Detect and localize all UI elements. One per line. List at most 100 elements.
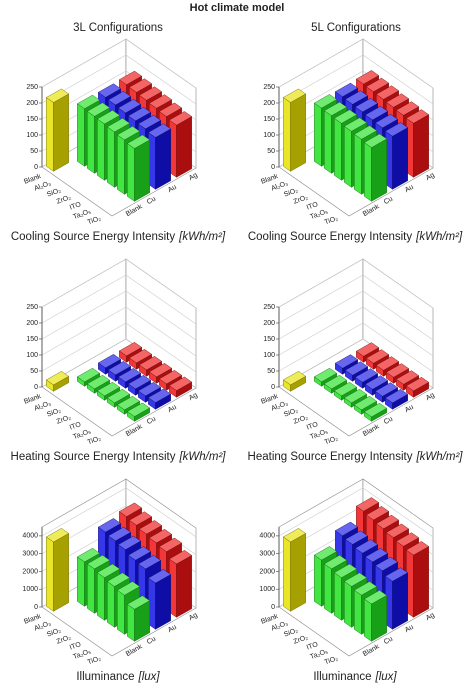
series-label: Cu [383, 416, 394, 427]
z-tick-label: 100 [26, 352, 38, 359]
bar-top [168, 550, 193, 565]
bar-top [148, 528, 173, 544]
chart-caption: Illuminance [lux] [76, 671, 160, 683]
x-tick-label: ZrO₂ [56, 414, 73, 426]
z-tick-label: 0 [271, 604, 275, 611]
bar-top [344, 530, 369, 545]
bar-top [127, 107, 152, 122]
bar-top [76, 94, 101, 109]
bar-top [343, 572, 368, 587]
bar [282, 371, 307, 392]
x-tick-label: TiO₂ [87, 215, 103, 226]
bar-top [355, 497, 380, 512]
bar [384, 122, 409, 190]
grid-line [278, 54, 434, 105]
bar-top [86, 374, 111, 390]
bar [147, 123, 172, 190]
bar-top [116, 395, 141, 411]
grid-line [41, 487, 197, 538]
bar-top [374, 382, 399, 397]
x-tick-label: ZrO₂ [293, 634, 310, 646]
bar-face [117, 134, 125, 195]
bar [405, 377, 430, 398]
bar-face [344, 125, 352, 188]
bar-top [344, 361, 369, 376]
bar-top [365, 506, 390, 521]
bar-top [375, 356, 400, 371]
bar-face [354, 133, 362, 195]
bar [45, 528, 70, 612]
bar-top [323, 101, 348, 116]
x-tick-label: ITO [69, 421, 83, 432]
x-tick-label: ZrO₂ [293, 194, 310, 206]
bar-top [137, 114, 162, 130]
bar-top [313, 367, 338, 383]
bar [405, 541, 430, 618]
bar-top [375, 85, 400, 100]
bar-face [77, 103, 85, 167]
bar-face [87, 563, 95, 614]
bar [45, 371, 70, 392]
bar-top [45, 371, 70, 386]
bar-side [290, 533, 306, 612]
z-tick-label: 150 [26, 116, 38, 123]
bar-side [176, 555, 192, 618]
bar-face [364, 142, 372, 202]
bar [168, 550, 193, 618]
z-tick-label: 250 [26, 304, 38, 311]
bar-top [168, 111, 193, 126]
bar-top [363, 133, 388, 148]
bar-top [365, 77, 390, 92]
bar [363, 590, 388, 642]
bar-face [314, 102, 322, 167]
bar-face [354, 589, 362, 635]
grid-line [278, 38, 434, 89]
bar-top [107, 526, 132, 542]
x-tick-label: ITO [306, 421, 320, 432]
bar-top [374, 556, 399, 572]
z-tick-label: 100 [26, 132, 38, 139]
caption-unit: [kWh/m²] [415, 451, 463, 463]
chart-caption: Heating Source Energy Intensity [kWh/m²] [11, 451, 227, 463]
bar-face [46, 97, 54, 172]
bar-top [96, 563, 121, 578]
bar-top [334, 354, 359, 369]
x-tick-label: SiO₂ [283, 627, 299, 639]
bar-top [323, 554, 348, 570]
bar [384, 389, 409, 410]
bar [363, 402, 388, 422]
bar [126, 595, 151, 642]
bar-top [76, 547, 101, 563]
x-tick-label: ZrO₂ [56, 634, 73, 646]
bar [363, 133, 388, 202]
grid-line [41, 505, 197, 555]
x-tick-label: ITO [306, 201, 320, 212]
bar [282, 88, 307, 172]
bar-top [76, 367, 101, 383]
bar [128, 349, 153, 370]
z-tick-label: 200 [263, 100, 275, 107]
bar-top [334, 521, 359, 536]
z-tick-label: 100 [263, 352, 275, 359]
grid-line [278, 258, 434, 309]
x-tick-label: TiO₂ [324, 655, 340, 666]
bar-top [405, 541, 430, 556]
bar-top [97, 518, 122, 533]
bar-top [117, 535, 142, 550]
bar [107, 361, 132, 382]
bar-side [371, 138, 387, 202]
bar-top [385, 93, 410, 108]
bar-top [355, 70, 380, 85]
caption-text: Illuminance [313, 671, 371, 683]
bar-face [77, 556, 85, 607]
bar-top [147, 123, 172, 138]
grid-line [278, 290, 434, 341]
bar-top [405, 109, 430, 124]
bar-face [314, 554, 322, 607]
bar-top [375, 514, 400, 530]
bar-face [324, 563, 332, 614]
bar-top [385, 523, 410, 538]
bar-face [127, 143, 135, 202]
bar-top [385, 363, 410, 378]
